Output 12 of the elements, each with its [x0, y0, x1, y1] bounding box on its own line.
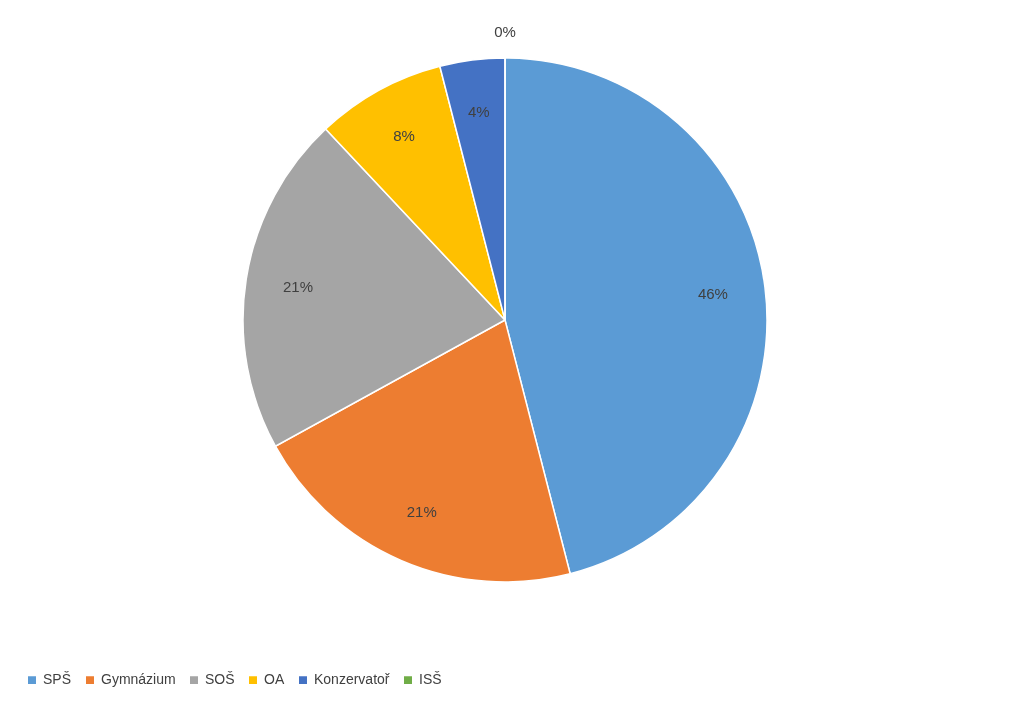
legend-label: ISŠ	[419, 671, 442, 688]
data-label: 21%	[406, 503, 437, 521]
data-label: 4%	[467, 103, 490, 121]
legend-label: OA	[264, 671, 285, 688]
legend-label: Gymnázium	[101, 671, 176, 688]
legend-label: SPŠ	[43, 671, 72, 688]
data-label: 46%	[697, 284, 728, 302]
legend-label: SOŠ	[205, 671, 235, 688]
data-label: 21%	[282, 278, 313, 296]
data-label: 8%	[393, 127, 415, 145]
legend-label: Konzervatoř	[314, 671, 390, 688]
text: 0%	[494, 22, 516, 40]
